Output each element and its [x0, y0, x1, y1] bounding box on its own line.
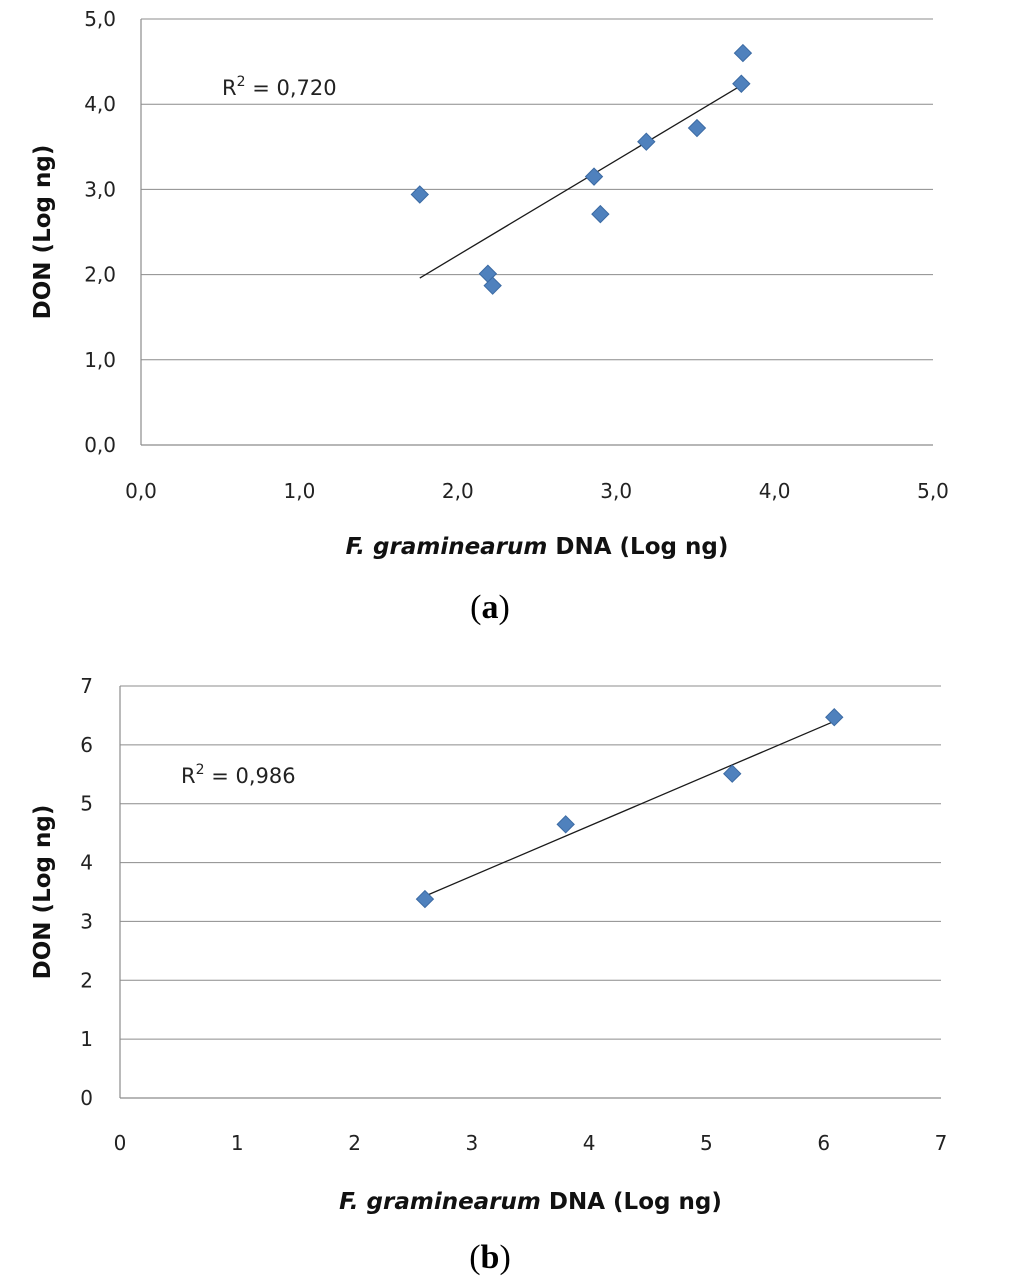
x-tick-label: 4 — [583, 1131, 596, 1155]
chart-panel-b: 0 1 2 3 4 5 6 7 0 1 2 3 4 5 6 7 R2 = 0,986 F. graminearum… — [30, 674, 947, 1276]
x-tick-label: 3,0 — [600, 479, 632, 503]
y-tick-label: 3,0 — [84, 177, 116, 201]
x-tick-label: 1,0 — [283, 479, 315, 503]
x-axis-label: F. graminearum DNA (Log ng) — [339, 1189, 722, 1215]
panel-label: (b) — [469, 1239, 511, 1276]
r-squared-label: R2 = 0,720 — [222, 74, 337, 100]
data-point — [415, 889, 435, 909]
trendline — [424, 720, 835, 897]
data-point — [584, 167, 604, 186]
panel-label: (a) — [470, 589, 510, 626]
y-tick-label: 0 — [80, 1086, 93, 1110]
y-tick-label: 1 — [80, 1027, 93, 1051]
y-tick-label: 0,0 — [84, 433, 116, 457]
x-tick-label: 5,0 — [917, 479, 949, 503]
x-tick-label: 0 — [114, 1131, 127, 1155]
y-tick-label: 1,0 — [84, 348, 116, 372]
y-axis-label: DON (Log ng) — [30, 145, 56, 320]
x-tick-label: 2 — [348, 1131, 361, 1155]
x-tick-label: 1 — [231, 1131, 244, 1155]
y-tick-label: 5,0 — [84, 7, 116, 31]
y-tick-label: 4,0 — [84, 92, 116, 116]
y-tick-label: 2,0 — [84, 263, 116, 287]
x-tick-label: 6 — [817, 1131, 830, 1155]
y-tick-label: 2 — [80, 968, 93, 992]
x-tick-label: 3 — [465, 1131, 478, 1155]
data-point — [723, 764, 742, 783]
data-point — [483, 276, 502, 295]
x-tick-label: 4,0 — [759, 479, 791, 503]
y-tick-label: 5 — [80, 792, 93, 816]
x-tick-label: 5 — [700, 1131, 713, 1155]
chart-panel-a: 0,0 1,0 2,0 3,0 4,0 5,0 0,0 1,0 2,0 3,0 4,0 5,0 R2 =… — [30, 7, 949, 626]
x-axis-label: F. graminearum DNA (Log ng) — [346, 534, 729, 560]
y-tick-label: 3 — [80, 909, 93, 933]
data-point — [732, 74, 751, 93]
y-tick-label: 4 — [80, 851, 93, 875]
y-tick-label: 6 — [80, 733, 93, 757]
data-point — [687, 118, 707, 138]
data-point — [733, 43, 753, 63]
data-point — [591, 204, 610, 224]
r-squared-label: R2 = 0,986 — [181, 762, 296, 788]
x-tick-label: 0,0 — [125, 479, 157, 503]
x-tick-label: 7 — [935, 1131, 948, 1155]
data-point — [825, 707, 844, 727]
data-point — [637, 132, 656, 151]
data-point — [556, 815, 575, 834]
trendline — [419, 85, 741, 279]
data-point — [410, 185, 429, 204]
y-tick-label: 7 — [80, 674, 93, 698]
y-axis-label: DON (Log ng) — [30, 805, 56, 980]
x-tick-label: 2,0 — [442, 479, 474, 503]
